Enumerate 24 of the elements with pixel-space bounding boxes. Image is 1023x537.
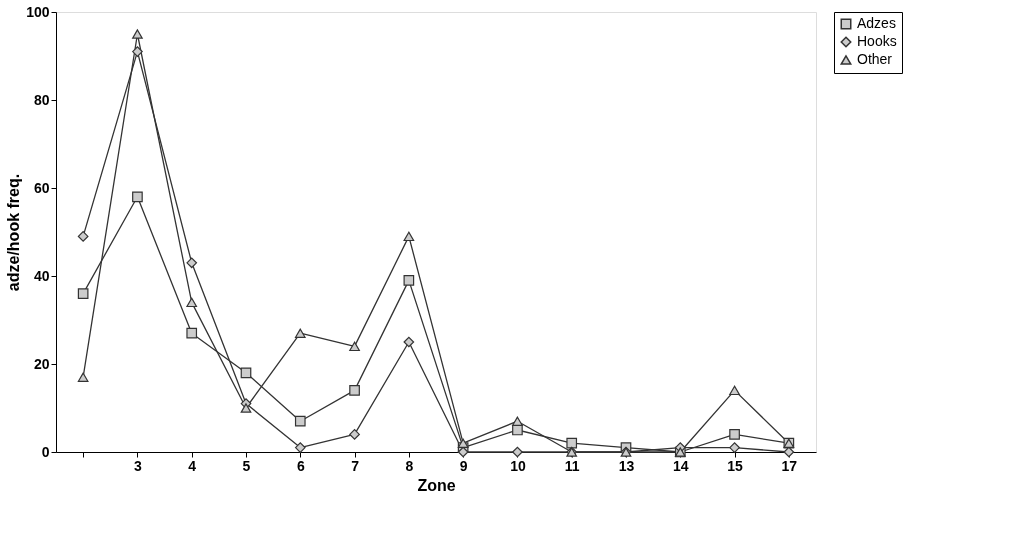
x-tick-label: 4: [188, 457, 197, 474]
y-axis-title: adze/hook freq.: [5, 173, 23, 292]
x-tick-label: 8: [405, 457, 414, 474]
y-tick-label: 100: [26, 3, 50, 20]
y-tick-label: 40: [33, 267, 50, 284]
legend-label: Adzes: [857, 15, 896, 31]
x-tick-label: 5: [242, 457, 251, 474]
x-tick-label: 17: [781, 457, 798, 474]
legend-label: Other: [857, 51, 893, 67]
x-tick-label: 10: [510, 457, 526, 474]
x-tick-label: 9: [459, 457, 468, 474]
legend-label: Hooks: [857, 33, 897, 49]
x-tick-label: 6: [296, 457, 305, 474]
x-tick-label: 3: [134, 457, 143, 474]
y-tick-label: 80: [33, 91, 50, 108]
x-axis-title: Zone: [417, 476, 456, 494]
x-tick-label: 13: [618, 457, 635, 474]
x-tick-label: 15: [727, 457, 744, 474]
x-tick-label: 7: [351, 457, 360, 474]
x-tick-label: 11: [564, 457, 580, 474]
y-tick-label: 20: [33, 355, 50, 372]
y-tick-label: 60: [33, 179, 50, 196]
y-tick-label: 0: [41, 443, 50, 460]
x-tick-label: 14: [673, 457, 689, 474]
